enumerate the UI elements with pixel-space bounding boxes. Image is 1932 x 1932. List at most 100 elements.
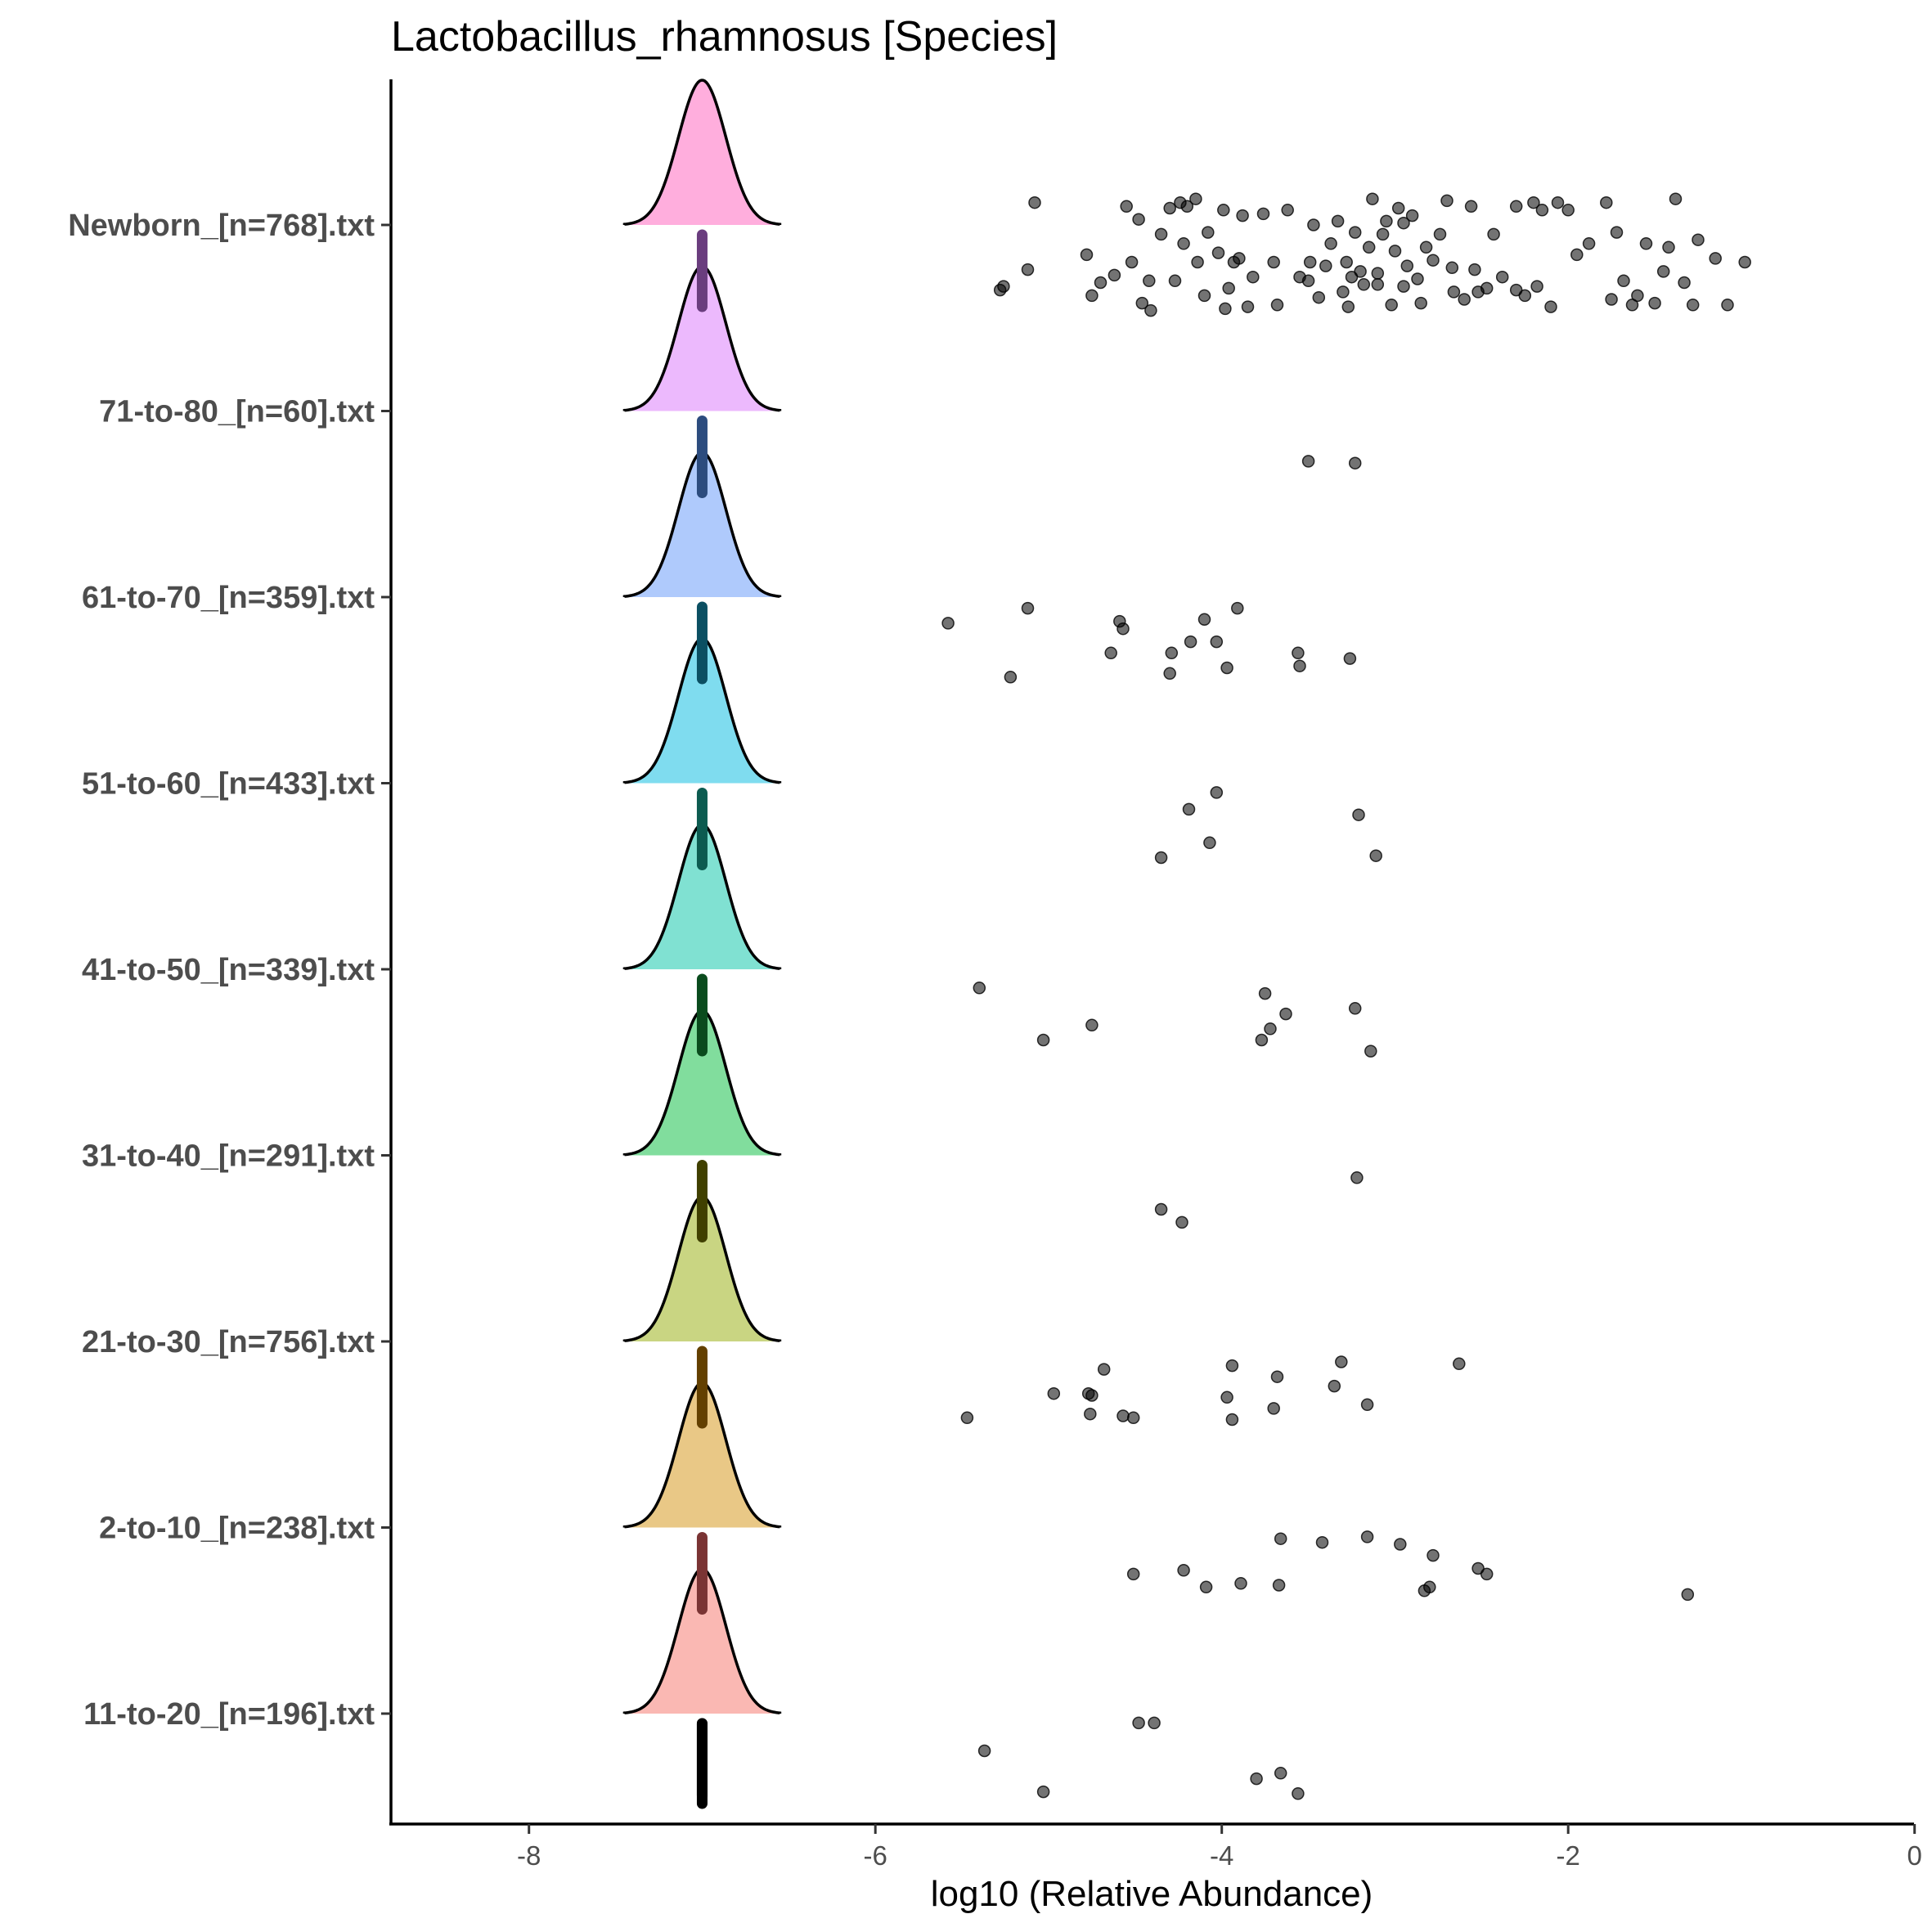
data-point (1307, 218, 1320, 231)
data-point (1709, 252, 1722, 265)
data-point (1220, 1391, 1233, 1404)
data-point (1004, 671, 1018, 684)
data-point (1440, 194, 1453, 208)
data-point (1163, 667, 1176, 681)
data-point (1258, 986, 1272, 1000)
data-point (1343, 652, 1357, 665)
data-point (1236, 209, 1249, 222)
data-point (1148, 1716, 1161, 1730)
data-point (1126, 1411, 1140, 1425)
y-tick-label: Newborn_[n=768].txt (68, 209, 375, 243)
data-point (1530, 280, 1543, 293)
y-tick-label: 41-to-50_[n=339].txt (82, 953, 375, 987)
y-tick-label: 21-to-30_[n=756].txt (82, 1325, 375, 1359)
data-point (1352, 808, 1365, 821)
data-point (1132, 213, 1145, 226)
data-point (1610, 226, 1624, 239)
data-point (1354, 265, 1367, 278)
data-point (1154, 227, 1168, 241)
data-point (1366, 192, 1379, 205)
data-point (1411, 272, 1424, 285)
data-point (1648, 296, 1661, 310)
data-point (1397, 216, 1410, 230)
data-point (1094, 276, 1108, 290)
data-point (1360, 1398, 1374, 1412)
data-point (1126, 1567, 1140, 1581)
y-axis: Newborn_[n=768].txt 71-to-80_[n=60].txt 61… (68, 209, 391, 1732)
data-point (1371, 267, 1385, 280)
data-point (1197, 289, 1211, 303)
data-point (1385, 299, 1398, 312)
data-point (1199, 1580, 1213, 1594)
data-point (1219, 302, 1232, 316)
data-point (1154, 1202, 1168, 1216)
data-point (1582, 237, 1596, 250)
data-point (1180, 200, 1194, 213)
density-ridge (624, 80, 780, 225)
x-tick-label: -2 (1557, 1840, 1580, 1871)
x-tick-label: -8 (517, 1840, 541, 1871)
data-points (941, 192, 1751, 1800)
data-point (1120, 200, 1133, 213)
y-tick-label: 11-to-20_[n=196].txt (83, 1697, 375, 1732)
data-point (1293, 659, 1306, 672)
data-point (1264, 1022, 1277, 1036)
data-point (1117, 622, 1130, 636)
data-point (1256, 207, 1270, 221)
x-tick-label: -4 (1210, 1840, 1233, 1871)
y-tick-label: 71-to-80_[n=60].txt (99, 395, 375, 429)
data-point (1405, 209, 1419, 222)
data-point (1348, 1002, 1362, 1015)
data-point (1144, 303, 1157, 317)
y-tick-label: 31-to-40_[n=291].txt (82, 1139, 375, 1174)
data-point (1125, 255, 1139, 269)
data-point (1337, 285, 1350, 299)
data-point (1210, 786, 1224, 799)
x-tick-label: -6 (864, 1840, 887, 1871)
data-point (1225, 1359, 1239, 1373)
data-point (1324, 237, 1337, 250)
x-axis-label: log10 (Relative Abundance) (931, 1874, 1373, 1914)
data-point (1165, 646, 1179, 660)
data-point (1453, 1357, 1466, 1371)
chart-title: Lactobacillus_rhamnosus [Species] (391, 13, 1058, 61)
data-point (1331, 214, 1345, 228)
data-point (1721, 299, 1734, 312)
data-point (973, 982, 986, 995)
data-point (1292, 646, 1305, 660)
data-point (1197, 613, 1211, 627)
data-point (1495, 270, 1509, 284)
data-point (1692, 233, 1705, 246)
data-point (1414, 296, 1427, 310)
data-point (1312, 290, 1326, 304)
data-point (1301, 455, 1315, 468)
data-point (1274, 1532, 1287, 1545)
data-point (1177, 237, 1190, 250)
data-point (1085, 289, 1099, 303)
data-point (1445, 261, 1459, 275)
data-point (1036, 1033, 1050, 1047)
data-point (1292, 1787, 1305, 1800)
data-point (1480, 1567, 1494, 1581)
data-point (1600, 195, 1613, 209)
data-point (1480, 281, 1494, 295)
data-point (1509, 200, 1523, 213)
data-point (1084, 1407, 1097, 1421)
data-point (1570, 248, 1584, 262)
data-point (1177, 1564, 1190, 1577)
data-point (1376, 227, 1390, 241)
x-axis: -8 -6 -4 -2 0 (517, 1824, 1922, 1871)
data-point (1362, 240, 1376, 254)
data-point (1143, 274, 1156, 288)
data-point (1021, 263, 1035, 276)
data-point (960, 1411, 974, 1425)
data-point (1231, 601, 1244, 615)
data-point (1394, 1538, 1407, 1551)
data-point (1341, 300, 1355, 313)
data-point (1085, 1018, 1099, 1032)
data-point (1625, 299, 1639, 312)
data-point (1279, 1007, 1292, 1021)
data-point (1220, 661, 1233, 675)
data-point (1418, 1584, 1431, 1597)
